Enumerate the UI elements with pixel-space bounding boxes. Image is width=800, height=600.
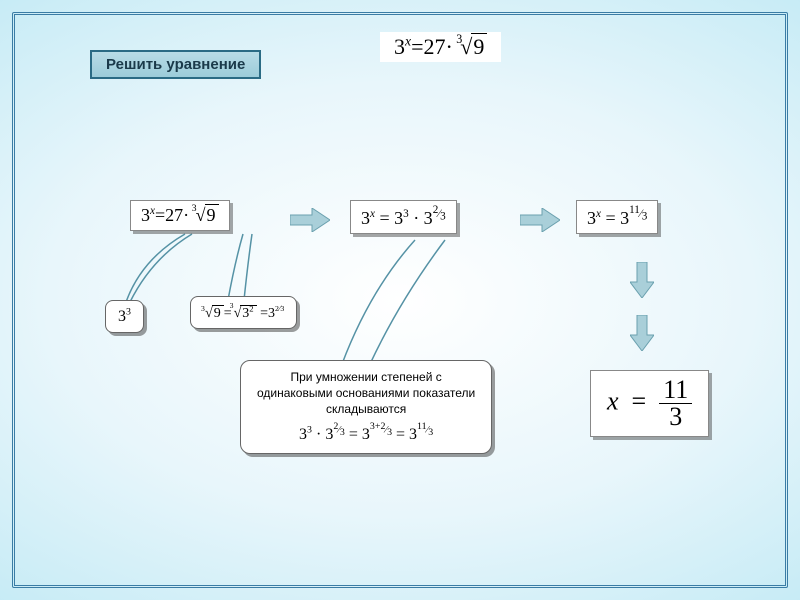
arrow-v2 bbox=[630, 315, 654, 351]
step3-box: 3x = 311⁄3 bbox=[576, 200, 658, 234]
arrow-h1 bbox=[290, 208, 330, 232]
title-box: Решить уравнение bbox=[90, 50, 261, 79]
result-numerator: 11 bbox=[659, 377, 692, 404]
hint-27-math: 33 bbox=[118, 308, 131, 325]
step2-math: 3x = 33 · 32⁄3 bbox=[361, 208, 446, 228]
rule-text-line2: одинаковыми основаниями показатели bbox=[257, 385, 475, 401]
step2-box: 3x = 33 · 32⁄3 bbox=[350, 200, 457, 234]
rule-callout: При умножении степеней с одинаковыми осн… bbox=[240, 360, 492, 454]
result-box: x = 11 3 bbox=[590, 370, 709, 437]
result-denominator: 3 bbox=[659, 404, 692, 430]
hint-27-callout: 33 bbox=[105, 300, 144, 333]
arrow-h2 bbox=[520, 208, 560, 232]
main-equation: 3x=27· 39 bbox=[380, 32, 501, 62]
result-var: x bbox=[607, 386, 619, 415]
main-equation-math: 3x=27· 39 bbox=[394, 34, 487, 59]
hint-root9-callout: 39=332 =32⁄3 bbox=[190, 296, 297, 329]
rule-text-line1: При умножении степеней с bbox=[257, 369, 475, 385]
rule-text-line3: складываются bbox=[257, 401, 475, 417]
hint-root9-math: 39=332 =32⁄3 bbox=[203, 306, 284, 321]
equals-sign: = bbox=[625, 386, 653, 415]
step1-box: 3x=27· 39 bbox=[130, 200, 230, 231]
result-fraction: 11 3 bbox=[659, 377, 692, 430]
step3-math: 3x = 311⁄3 bbox=[587, 208, 647, 228]
title-text: Решить уравнение bbox=[106, 56, 245, 73]
step1-math: 3x=27· 39 bbox=[141, 205, 219, 225]
arrow-v1 bbox=[630, 262, 654, 298]
rule-math: 33 · 32⁄3 = 33+2⁄3 = 311⁄3 bbox=[257, 422, 475, 445]
